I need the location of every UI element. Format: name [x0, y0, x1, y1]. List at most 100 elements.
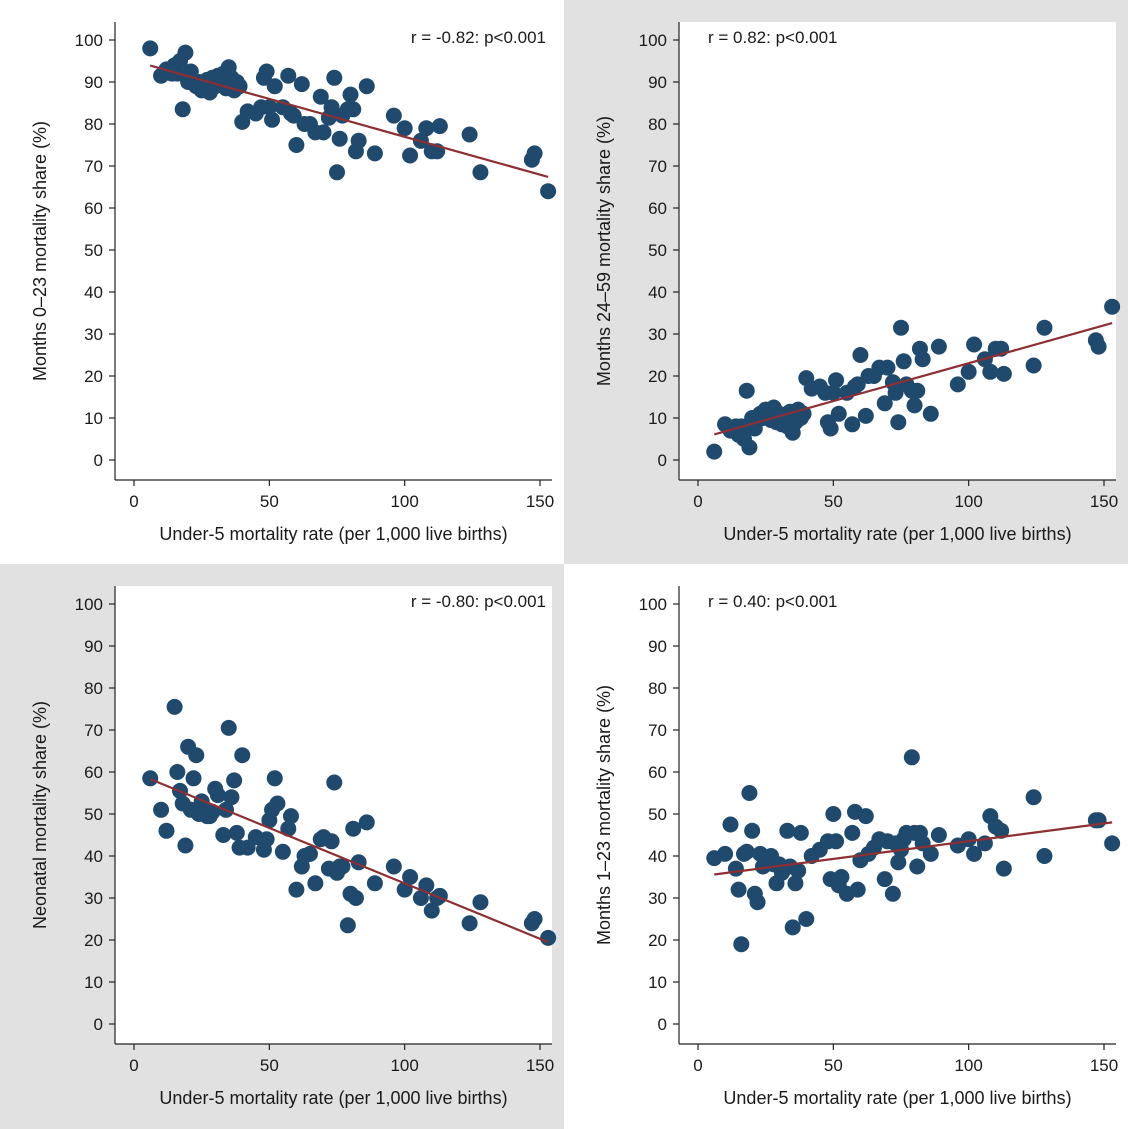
y-tick-label: 20 — [84, 931, 103, 950]
data-point — [288, 881, 305, 898]
y-tick-label: 0 — [94, 451, 103, 470]
scatter-plot-months-0-23: 0 10 20 30 40 50 60 70 80 90 100 0 50 100 150 Under-5 m… — [0, 0, 564, 564]
data-point — [852, 347, 869, 363]
data-point — [261, 99, 278, 116]
data-point — [895, 353, 912, 370]
data-point — [258, 831, 275, 848]
y-axis-title: Months 0–23 mortality share (%) — [30, 121, 50, 381]
fitted-regression-line — [149, 778, 549, 944]
y-tick-label: 20 — [648, 931, 667, 950]
data-point — [312, 88, 329, 105]
data-point — [727, 860, 744, 877]
data-point — [234, 747, 251, 764]
data-point — [174, 101, 191, 118]
data-point — [266, 78, 283, 95]
y-tick-label: 70 — [84, 157, 103, 176]
data-point — [792, 824, 809, 841]
data-point — [345, 820, 362, 837]
data-point — [418, 120, 435, 137]
x-tick-label: 50 — [824, 492, 843, 511]
data-point — [844, 824, 861, 841]
y-tick-label: 30 — [648, 325, 667, 344]
data-point — [966, 336, 983, 353]
y-tick-label: 60 — [648, 199, 667, 218]
data-point — [993, 822, 1010, 839]
data-point — [960, 831, 977, 848]
data-point — [738, 843, 755, 860]
x-axis-title: Under-5 mortality rate (per 1,000 live b… — [723, 524, 1071, 544]
y-tick-label: 0 — [658, 451, 667, 470]
data-point — [730, 881, 747, 898]
data-point — [540, 183, 557, 200]
y-tick-label: 40 — [648, 847, 667, 866]
x-tick-label: 0 — [129, 1056, 138, 1075]
data-point — [749, 894, 766, 911]
plot-area — [115, 22, 552, 480]
data-point — [741, 439, 758, 456]
y-tick-label: 10 — [648, 973, 667, 992]
data-point — [329, 164, 345, 181]
x-axis-title: Under-5 mortality rate (per 1,000 live b… — [159, 524, 507, 544]
y-axis-title: Months 1–23 mortality share (%) — [594, 685, 614, 945]
data-point — [280, 67, 297, 84]
data-point — [347, 890, 364, 906]
data-point — [350, 132, 367, 149]
data-point — [142, 40, 159, 57]
scatter-plot-months-24-59: 0 10 20 30 40 50 60 70 80 90 100 0 50 100 150 Under-5 m… — [564, 0, 1128, 564]
data-point — [288, 137, 305, 153]
data-point — [285, 107, 302, 124]
y-tick-label: 100 — [639, 595, 667, 614]
data-point — [887, 384, 904, 401]
x-tick-label: 150 — [1090, 492, 1118, 511]
panel-months-1-23: 0 10 20 30 40 50 60 70 80 90 100 0 50 100 150 Under-5 m… — [564, 564, 1128, 1129]
plot-area — [679, 22, 1116, 480]
panel-months-24-59: 0 10 20 30 40 50 60 70 80 90 100 0 50 100 150 Under-5 m… — [564, 0, 1128, 564]
data-point — [293, 76, 310, 93]
data-point — [412, 890, 429, 906]
data-point — [204, 803, 221, 820]
data-point — [909, 858, 926, 875]
y-axis-title: Neonatal mortality share (%) — [30, 701, 50, 929]
fitted-regression-line — [713, 322, 1113, 436]
fitted-regression-line — [714, 821, 1113, 876]
data-point — [849, 376, 866, 393]
x-tick-label: 0 — [693, 492, 702, 511]
data-point — [220, 719, 237, 736]
data-point — [884, 885, 901, 902]
y-tick-label: 30 — [648, 889, 667, 908]
y-tick-label: 70 — [84, 721, 103, 740]
data-point — [741, 785, 758, 801]
data-point — [142, 770, 159, 787]
scatter-plot-neonatal: 0 10 20 30 40 50 60 70 80 90 100 0 50 100 150 Under-5 m… — [0, 564, 564, 1129]
data-point — [914, 351, 931, 368]
x-tick-label: 100 — [390, 492, 418, 511]
data-point — [169, 764, 186, 780]
data-point — [857, 407, 874, 424]
data-point — [366, 875, 383, 892]
data-point — [526, 145, 543, 162]
data-point — [358, 78, 375, 95]
data-point — [1090, 338, 1107, 355]
data-point — [402, 147, 419, 164]
x-tick-label: 100 — [954, 492, 982, 511]
data-point — [153, 801, 170, 818]
y-axis-title: Months 24–59 mortality share (%) — [594, 116, 614, 386]
data-point — [301, 845, 318, 862]
data-point — [909, 382, 926, 399]
data-point — [930, 338, 947, 355]
data-point — [402, 869, 419, 885]
y-tick-label: 50 — [648, 805, 667, 824]
x-axis-title: Under-5 mortality rate (per 1,000 live b… — [723, 1088, 1071, 1108]
data-point — [461, 126, 478, 143]
data-point — [784, 919, 801, 936]
data-point — [995, 860, 1012, 877]
data-point — [949, 376, 966, 393]
fitted-regression-line — [149, 64, 549, 178]
data-point — [849, 881, 866, 898]
x-tick-label: 50 — [260, 492, 279, 511]
correlation-annotation: r = 0.40: p<0.001 — [708, 592, 838, 611]
data-point — [798, 911, 815, 927]
data-point — [717, 845, 734, 862]
x-tick-label: 150 — [526, 1056, 554, 1075]
panel-months-0-23: 0 10 20 30 40 50 60 70 80 90 100 0 50 100 150 Under-5 m… — [0, 0, 564, 564]
